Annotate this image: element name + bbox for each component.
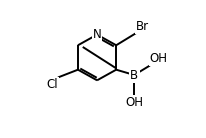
Text: OH: OH bbox=[150, 52, 168, 65]
Text: OH: OH bbox=[125, 96, 143, 109]
Text: B: B bbox=[130, 68, 138, 82]
Text: N: N bbox=[93, 28, 101, 41]
Text: Cl: Cl bbox=[47, 78, 58, 91]
Text: Br: Br bbox=[136, 20, 149, 33]
